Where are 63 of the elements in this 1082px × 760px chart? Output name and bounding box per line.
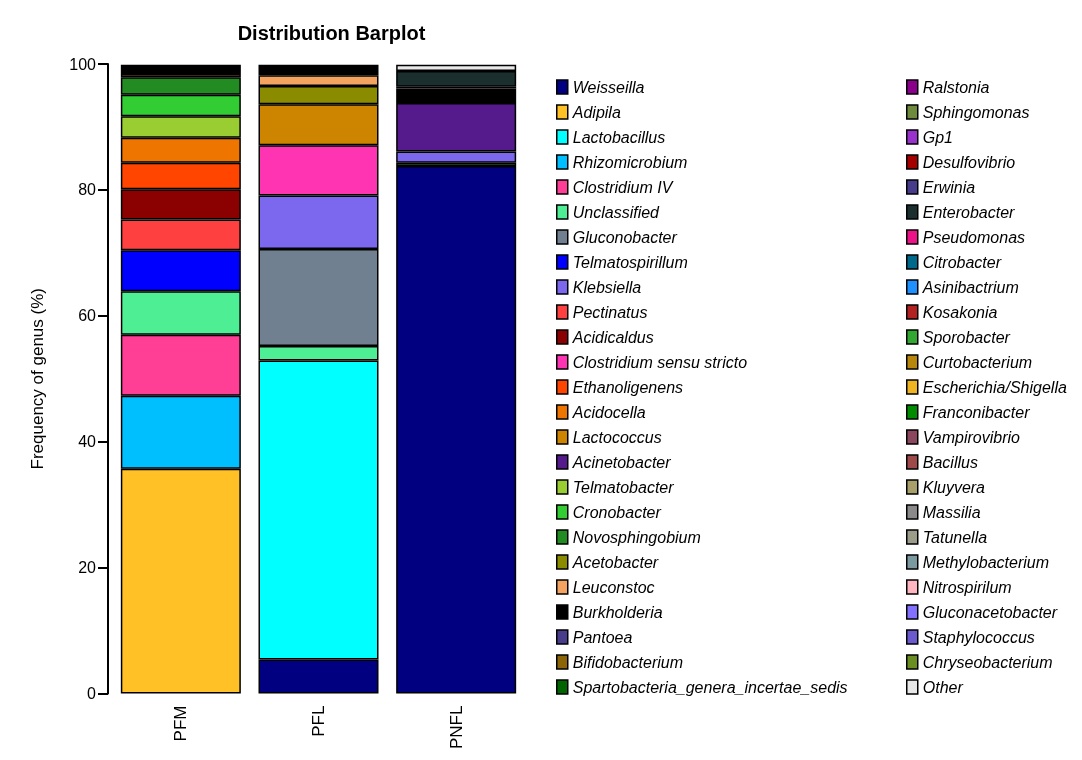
legend-label: Enterobacter bbox=[922, 203, 1016, 221]
legend-label: Pseudomonas bbox=[922, 228, 1026, 246]
legend-label: Asinibactrium bbox=[921, 278, 1019, 296]
legend-label: Nitrospirilum bbox=[922, 578, 1012, 596]
y-tick-label: 80 bbox=[78, 181, 97, 199]
x-tick-label: PFM bbox=[171, 705, 191, 742]
x-tick-label: PFL bbox=[309, 705, 328, 737]
legend-label: Ralstonia bbox=[922, 78, 990, 96]
legend-label: Klebsiella bbox=[572, 278, 642, 296]
legend-label: Weisseilla bbox=[572, 78, 645, 96]
y-tick-label: 100 bbox=[69, 55, 97, 73]
legend-label: Desulfovibrio bbox=[922, 153, 1016, 171]
legend-label: Lactobacillus bbox=[572, 128, 666, 146]
legend-label: Unclassified bbox=[572, 203, 661, 221]
legend-label: Leuconstoc bbox=[572, 578, 655, 596]
legend-label: Vampirovibrio bbox=[922, 428, 1021, 446]
legend-label: Burkholderia bbox=[572, 603, 663, 621]
legend-label: Adipila bbox=[571, 103, 621, 121]
legend-label: Gluconacetobacter bbox=[922, 603, 1058, 621]
legend-label: Telmatobacter bbox=[572, 478, 675, 496]
legend-label: Sphingomonas bbox=[922, 103, 1030, 121]
legend-label: Kluyvera bbox=[922, 478, 986, 496]
y-tick-label: 0 bbox=[87, 685, 97, 703]
y-tick-label: 60 bbox=[78, 307, 97, 325]
legend-label: Massilia bbox=[922, 503, 981, 521]
legend-label: Clostridium IV bbox=[572, 178, 674, 196]
bar bbox=[120, 64, 241, 75]
legend-label: Staphylococcus bbox=[922, 628, 1035, 646]
legend-label: Lactococcus bbox=[572, 428, 662, 446]
bar bbox=[396, 165, 517, 694]
legend-label: Chryseobacterium bbox=[922, 653, 1053, 671]
legend-label: Citrobacter bbox=[922, 253, 1002, 271]
legend-label: Bacillus bbox=[922, 453, 978, 471]
legend-label: Methylobacterium bbox=[922, 553, 1050, 571]
legend-label: Acidocella bbox=[571, 403, 646, 421]
legend-label: Franconibacter bbox=[922, 403, 1031, 421]
legend-label: Bifidobacterium bbox=[572, 653, 684, 671]
chart-title: Distribution Barplot bbox=[237, 22, 426, 44]
x-tick-label: PNFL bbox=[446, 705, 466, 750]
legend-label: Pectinatus bbox=[572, 303, 648, 321]
y-tick-label: 40 bbox=[78, 433, 97, 451]
y-axis-title: Frequency of genus (%) bbox=[28, 288, 47, 470]
legend-label: Spartobacteria_genera_incertae_sedis bbox=[572, 678, 848, 696]
legend-label: Sporobacter bbox=[922, 328, 1011, 346]
legend-label: Acetobacter bbox=[571, 553, 659, 571]
legend-label: Novosphingobium bbox=[572, 528, 701, 546]
legend-label: Curtobacterium bbox=[922, 353, 1033, 371]
legend-label: Erwinia bbox=[922, 178, 976, 196]
legend-label: Acinetobacter bbox=[571, 453, 672, 471]
legend-label: Escherichia/Shigella bbox=[922, 378, 1067, 396]
legend-label: Telmatospirillum bbox=[572, 253, 688, 271]
legend-label: Ethanoligenens bbox=[572, 378, 684, 396]
legend-label: Pantoea bbox=[572, 628, 633, 646]
legend-label: Acidicaldus bbox=[571, 328, 654, 346]
y-tick-label: 20 bbox=[78, 559, 97, 577]
legend-label: Gluconobacter bbox=[572, 228, 678, 246]
legend-label: Other bbox=[922, 678, 964, 696]
legend-label: Cronobacter bbox=[572, 503, 662, 521]
legend-label: Tatunella bbox=[922, 528, 988, 546]
legend-label: Rhizomicrobium bbox=[572, 153, 688, 171]
legend-label: Kosakonia bbox=[922, 303, 998, 321]
legend-label: Gp1 bbox=[922, 128, 953, 146]
legend-label: Clostridium sensu stricto bbox=[572, 353, 748, 371]
